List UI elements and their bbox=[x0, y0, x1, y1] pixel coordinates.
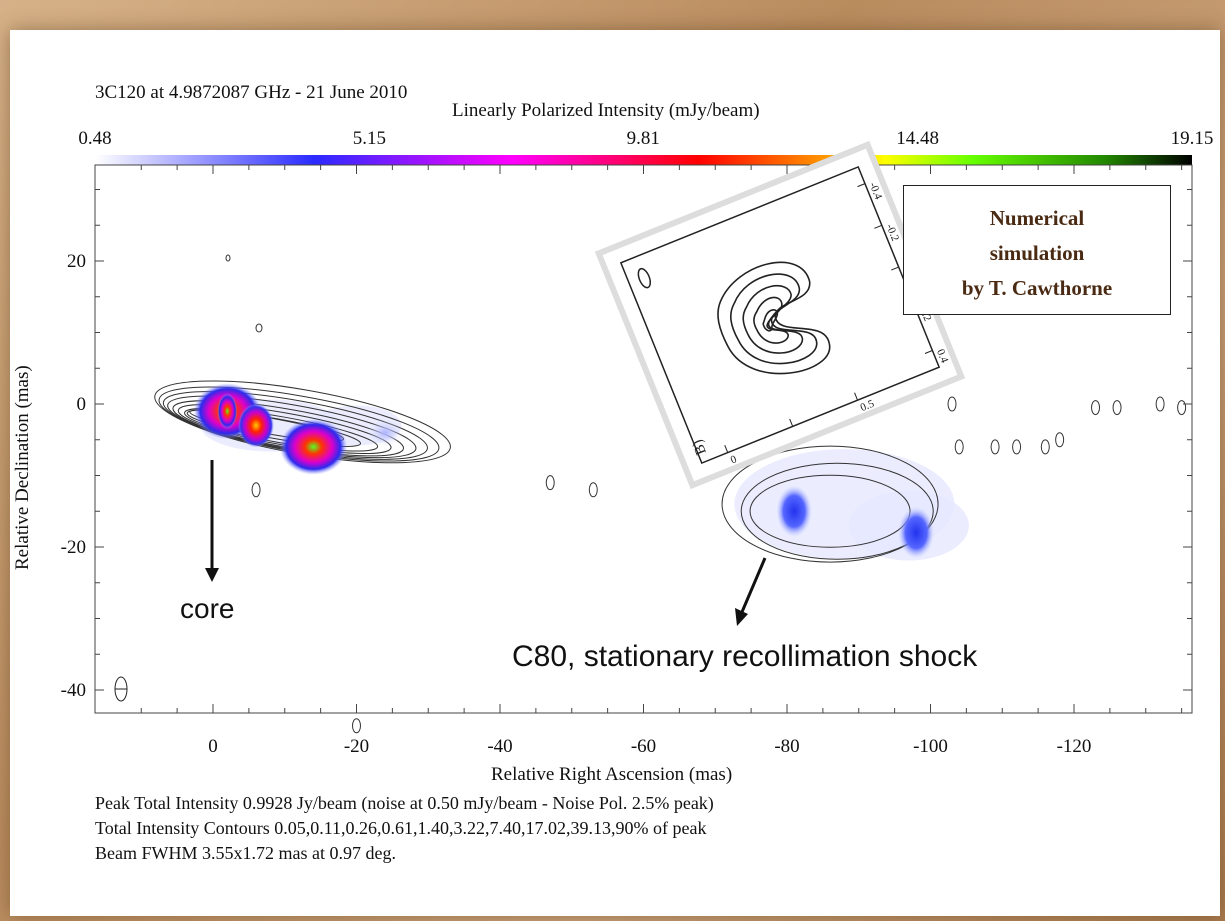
sim-line-3: by T. Cawthorne bbox=[961, 276, 1113, 300]
x-tick-label: -100 bbox=[913, 736, 948, 757]
contour-island bbox=[1112, 400, 1122, 416]
x-tick-label: -80 bbox=[774, 736, 799, 757]
x-axis-ticks: 0 -20 -40 -60 -80 -100 -120 bbox=[140, 165, 1183, 757]
contour-island bbox=[255, 323, 263, 333]
simulation-annotation: Numerical simulation by T. Cawthorne bbox=[903, 185, 1171, 315]
colorbar-tick-label: 5.15 bbox=[353, 128, 386, 149]
contour-island bbox=[588, 482, 598, 498]
caption-contours: Total Intensity Contours 0.05,0.11,0.26,… bbox=[95, 818, 707, 838]
core-label: core bbox=[180, 593, 235, 624]
inset-panel-label: B) bbox=[689, 437, 709, 457]
polarized-knot bbox=[898, 506, 935, 559]
contour-island bbox=[251, 482, 261, 498]
contour-line bbox=[740, 462, 934, 560]
contour-island bbox=[1040, 439, 1050, 455]
colorbar-tick-label: 14.48 bbox=[896, 128, 939, 149]
x-tick-label: -120 bbox=[1057, 736, 1092, 757]
contour-island bbox=[225, 254, 231, 262]
inset-tick-label: 0.5 bbox=[859, 398, 877, 414]
y-axis-label: Relative Declination (mas) bbox=[12, 365, 33, 570]
colorbar-tick-label: 0.48 bbox=[78, 128, 111, 149]
inset-tick-label: 0 bbox=[729, 453, 739, 466]
polarized-knot bbox=[238, 403, 275, 448]
contour-island bbox=[545, 475, 555, 491]
sim-line-1: Numerical bbox=[989, 206, 1085, 230]
inset-panel: -0.4-0.200.20.400.5B) bbox=[594, 140, 966, 490]
polarized-knot bbox=[367, 418, 404, 447]
polarized-knot bbox=[776, 485, 813, 538]
contour-island bbox=[954, 439, 964, 455]
contour-line bbox=[184, 407, 379, 452]
contour-island bbox=[1177, 400, 1187, 416]
x-tick-label: -60 bbox=[631, 736, 656, 757]
contour-island bbox=[1155, 396, 1165, 412]
y-tick-label: -40 bbox=[61, 680, 86, 701]
x-tick-label: -40 bbox=[487, 736, 512, 757]
inset-tick-label: 0.4 bbox=[934, 347, 950, 365]
contour-island bbox=[1012, 439, 1022, 455]
x-axis-label: Relative Right Ascension (mas) bbox=[491, 764, 733, 785]
y-axis-ticks: 20 0 -20 -40 bbox=[61, 189, 1192, 701]
y-tick-label: 20 bbox=[67, 251, 86, 272]
x-tick-label: 0 bbox=[208, 736, 218, 757]
chart-title: 3C120 at 4.9872087 GHz - 21 June 2010 bbox=[95, 82, 408, 103]
colorbar-tick-label: 19.15 bbox=[1171, 128, 1214, 149]
c80-label: C80, stationary recollimation shock bbox=[512, 640, 978, 673]
sim-line-2: simulation bbox=[989, 241, 1085, 265]
contour-island bbox=[947, 396, 957, 412]
contour-island bbox=[1091, 400, 1101, 416]
contour-line bbox=[721, 445, 939, 563]
core-arrowhead bbox=[205, 568, 219, 582]
polarized-knot bbox=[279, 418, 348, 475]
x-tick-label: -20 bbox=[344, 736, 369, 757]
colorbar-tick-label: 9.81 bbox=[627, 128, 660, 149]
contour-island bbox=[1055, 432, 1065, 448]
colorbar bbox=[95, 155, 1192, 165]
inset-ticks bbox=[724, 183, 933, 453]
c80-arrowhead bbox=[735, 608, 748, 626]
inset-contours bbox=[717, 261, 831, 375]
core-knot bbox=[217, 393, 238, 430]
caption-beam: Beam FWHM 3.55x1.72 mas at 0.97 deg. bbox=[95, 843, 396, 863]
y-tick-label: 0 bbox=[77, 394, 87, 415]
colorbar-ticks: 0.48 5.15 9.81 14.48 19.15 bbox=[78, 128, 1213, 149]
caption-peak: Peak Total Intensity 0.9928 Jy/beam (noi… bbox=[95, 793, 714, 813]
colorbar-label: Linearly Polarized Intensity (mJy/beam) bbox=[452, 100, 760, 121]
c80-arrow bbox=[740, 557, 767, 613]
y-tick-label: -20 bbox=[61, 537, 86, 558]
knot-layer bbox=[193, 383, 935, 559]
contour-island bbox=[990, 439, 1000, 455]
contour-island bbox=[352, 718, 361, 734]
